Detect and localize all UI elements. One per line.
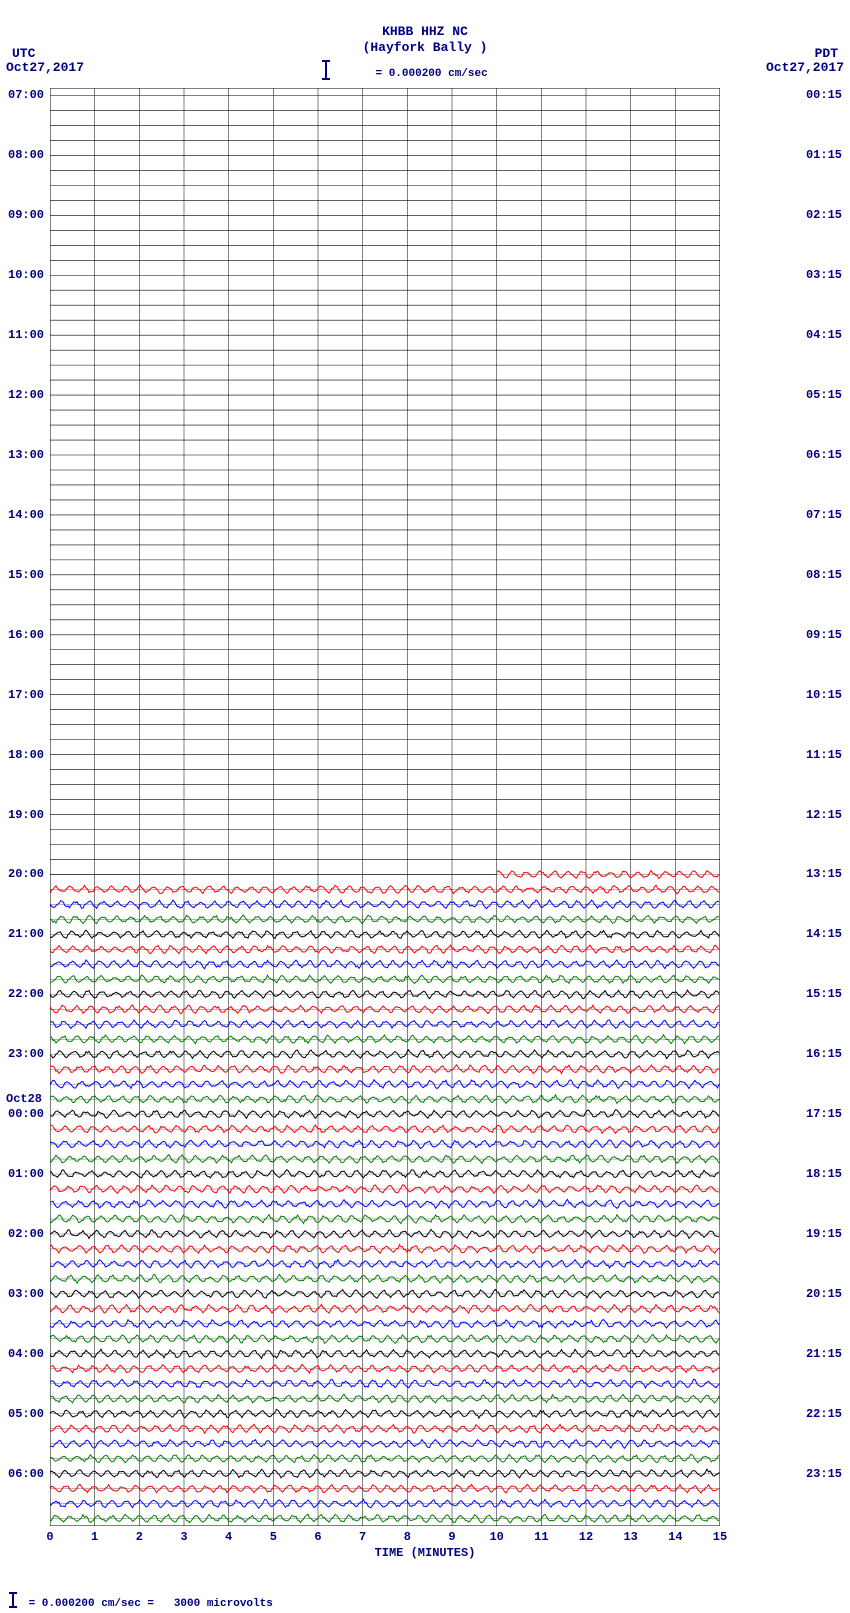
x-tick-label: 4 [225, 1530, 232, 1544]
utc-hour-label: 06:00 [8, 1467, 44, 1481]
pdt-hour-label: 15:15 [806, 987, 842, 1001]
utc-hour-label: 14:00 [8, 508, 44, 522]
x-tick-label: 0 [46, 1530, 53, 1544]
seismogram-container: KHBB HHZ NC (Hayfork Bally ) I = 0.00020… [0, 0, 850, 1613]
x-tick-label: 8 [404, 1530, 411, 1544]
utc-hour-label: 10:00 [8, 268, 44, 282]
utc-hour-label: 05:00 [8, 1407, 44, 1421]
pdt-hour-label: 23:15 [806, 1467, 842, 1481]
pdt-hour-label: 20:15 [806, 1287, 842, 1301]
x-tick-label: 9 [448, 1530, 455, 1544]
utc-hour-label: 16:00 [8, 628, 44, 642]
utc-hour-label: 09:00 [8, 208, 44, 222]
utc-hour-label: 22:00 [8, 987, 44, 1001]
utc-hour-label: 12:00 [8, 388, 44, 402]
pdt-hour-label: 08:15 [806, 568, 842, 582]
scale-text: I = 0.000200 cm/sec [0, 68, 850, 80]
utc-hour-label: 11:00 [8, 328, 44, 342]
pdt-hour-label: 11:15 [806, 748, 842, 762]
utc-hour-label: 15:00 [8, 568, 44, 582]
pdt-hour-label: 10:15 [806, 688, 842, 702]
pdt-hour-label: 17:15 [806, 1107, 842, 1121]
x-axis-label: TIME (MINUTES) [0, 1546, 850, 1560]
footer-text: = 0.000200 cm/sec = 3000 microvolts [0, 1598, 273, 1610]
utc-hour-label: 07:00 [8, 88, 44, 102]
pdt-hour-label: 03:15 [806, 268, 842, 282]
utc-hour-label: 03:00 [8, 1287, 44, 1301]
station-title: KHBB HHZ NC [0, 24, 850, 39]
pdt-hour-label: 14:15 [806, 927, 842, 941]
utc-hour-label: 20:00 [8, 867, 44, 881]
pdt-hour-label: 19:15 [806, 1227, 842, 1241]
pdt-hour-label: 22:15 [806, 1407, 842, 1421]
pdt-hour-label: 21:15 [806, 1347, 842, 1361]
seismogram-plot [50, 88, 720, 1526]
utc-date: Oct27,2017 [6, 60, 84, 75]
x-tick-label: 5 [270, 1530, 277, 1544]
utc-hour-label: 13:00 [8, 448, 44, 462]
utc-hour-label: 23:00 [8, 1047, 44, 1061]
x-tick-label: 6 [314, 1530, 321, 1544]
location-title: (Hayfork Bally ) [0, 40, 850, 55]
pdt-hour-label: 04:15 [806, 328, 842, 342]
pdt-hour-label: 01:15 [806, 148, 842, 162]
x-tick-label: 15 [713, 1530, 727, 1544]
x-tick-label: 12 [579, 1530, 593, 1544]
x-tick-label: 7 [359, 1530, 366, 1544]
utc-hour-label: 04:00 [8, 1347, 44, 1361]
utc-date-label: Oct28 [6, 1092, 42, 1106]
utc-hour-label: 00:00 [8, 1107, 44, 1121]
pdt-hour-label: 12:15 [806, 808, 842, 822]
x-tick-label: 2 [136, 1530, 143, 1544]
pdt-hour-label: 09:15 [806, 628, 842, 642]
x-tick-label: 3 [180, 1530, 187, 1544]
pdt-hour-label: 16:15 [806, 1047, 842, 1061]
pdt-hour-label: 06:15 [806, 448, 842, 462]
x-tick-label: 1 [91, 1530, 98, 1544]
pdt-label: PDT [815, 46, 838, 61]
utc-hour-label: 21:00 [8, 927, 44, 941]
utc-hour-label: 08:00 [8, 148, 44, 162]
pdt-hour-label: 13:15 [806, 867, 842, 881]
pdt-hour-label: 02:15 [806, 208, 842, 222]
x-tick-label: 13 [623, 1530, 637, 1544]
pdt-hour-label: 07:15 [806, 508, 842, 522]
pdt-date: Oct27,2017 [766, 60, 844, 75]
utc-hour-label: 01:00 [8, 1167, 44, 1181]
utc-label: UTC [12, 46, 35, 61]
x-tick-label: 10 [489, 1530, 503, 1544]
utc-hour-label: 17:00 [8, 688, 44, 702]
x-tick-label: 14 [668, 1530, 682, 1544]
utc-hour-label: 02:00 [8, 1227, 44, 1241]
utc-hour-label: 18:00 [8, 748, 44, 762]
utc-hour-label: 19:00 [8, 808, 44, 822]
pdt-hour-label: 00:15 [806, 88, 842, 102]
pdt-hour-label: 18:15 [806, 1167, 842, 1181]
x-tick-label: 11 [534, 1530, 548, 1544]
pdt-hour-label: 05:15 [806, 388, 842, 402]
